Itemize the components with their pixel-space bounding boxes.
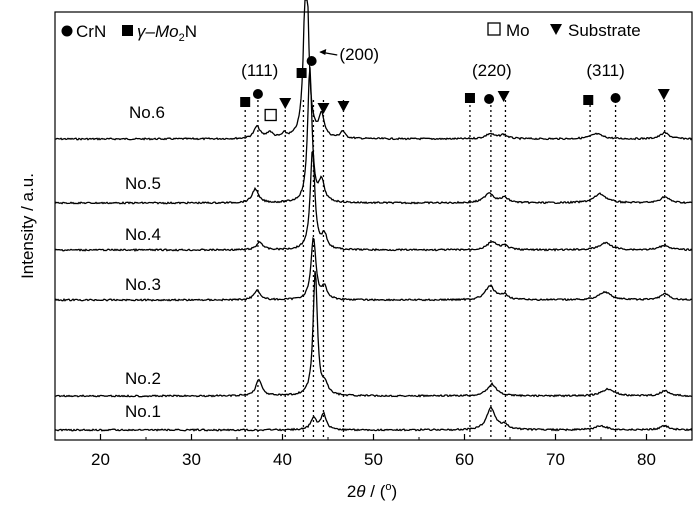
legend-substrate-marker bbox=[550, 24, 562, 35]
x-tick-label: 50 bbox=[364, 450, 383, 469]
series-label: No.5 bbox=[125, 174, 161, 193]
x-axis-label: 2θ / (o) bbox=[347, 481, 397, 501]
legend-substrate-label: Substrate bbox=[568, 21, 641, 40]
series-label: No.6 bbox=[129, 103, 165, 122]
plane-labels: (111) (200) (220) (311) bbox=[241, 45, 625, 80]
legend-mo-marker bbox=[487, 22, 501, 36]
plane-label: (111) bbox=[241, 61, 278, 80]
mo2n-marker bbox=[296, 68, 307, 78]
x-axis-label-num: 2 bbox=[347, 482, 356, 501]
substrate-marker bbox=[279, 98, 292, 109]
plane-label: (200) bbox=[339, 45, 379, 64]
x-tick-label: 30 bbox=[182, 450, 201, 469]
y-axis-label: Intensity / a.u. bbox=[18, 173, 37, 279]
crn-marker bbox=[610, 93, 621, 103]
substrate-marker bbox=[337, 101, 350, 112]
x-tick-label: 60 bbox=[455, 450, 474, 469]
plane-label: (220) bbox=[472, 61, 512, 80]
reference-lines bbox=[244, 100, 666, 440]
phase-markers bbox=[240, 56, 670, 122]
legend-mo2n-marker bbox=[122, 25, 133, 36]
x-tick-label: 20 bbox=[91, 450, 110, 469]
crn-marker bbox=[484, 94, 495, 104]
x-tick-label: 40 bbox=[273, 450, 292, 469]
x-tick-label: 80 bbox=[637, 450, 656, 469]
series-labels: No.6 No.5 No.4 No.3 No.2 No.1 bbox=[125, 103, 165, 421]
mo2n-marker bbox=[464, 93, 475, 103]
legend-mo2n-prefix: γ–Mo bbox=[137, 22, 179, 41]
x-tick-label: 70 bbox=[546, 450, 565, 469]
crn-marker bbox=[252, 89, 263, 99]
legend-crn-label: CrN bbox=[76, 22, 106, 41]
legend-mo2n-sub: 2 bbox=[179, 32, 185, 44]
mo-marker bbox=[264, 108, 277, 122]
series-line bbox=[54, 405, 693, 432]
substrate-marker bbox=[657, 89, 670, 100]
series-line bbox=[54, 149, 693, 253]
plane-arrowhead bbox=[319, 49, 327, 55]
legend-crn-marker bbox=[61, 25, 73, 37]
x-axis-label-degree: o bbox=[385, 481, 391, 493]
series-label: No.2 bbox=[125, 369, 161, 388]
substrate-marker bbox=[317, 103, 330, 114]
substrate-marker bbox=[497, 91, 510, 102]
series-label: No.1 bbox=[125, 402, 161, 421]
series-label: No.4 bbox=[125, 225, 161, 244]
series-line bbox=[54, 270, 693, 398]
legend-mo2n-label: γ–Mo2N bbox=[137, 22, 197, 44]
mo2n-marker bbox=[240, 97, 251, 107]
series-label: No.3 bbox=[125, 275, 161, 294]
series-curves bbox=[54, 0, 693, 432]
series-line bbox=[54, 67, 693, 205]
x-axis-label-theta: θ bbox=[356, 482, 366, 501]
crn-marker bbox=[306, 56, 317, 66]
series-line bbox=[54, 236, 693, 302]
legend-mo2n-suffix: N bbox=[185, 22, 197, 41]
x-axis-label-slash: / ( bbox=[366, 482, 386, 501]
plane-label: (311) bbox=[586, 61, 624, 80]
legend-mo-label: Mo bbox=[506, 21, 530, 40]
legend: CrN γ–Mo2N Mo Substrate bbox=[61, 21, 641, 44]
series-line bbox=[54, 0, 693, 141]
mo2n-marker bbox=[583, 95, 594, 105]
x-axis-label-close: ) bbox=[392, 482, 398, 501]
x-ticks: 20 30 40 50 60 70 80 bbox=[54, 434, 693, 469]
